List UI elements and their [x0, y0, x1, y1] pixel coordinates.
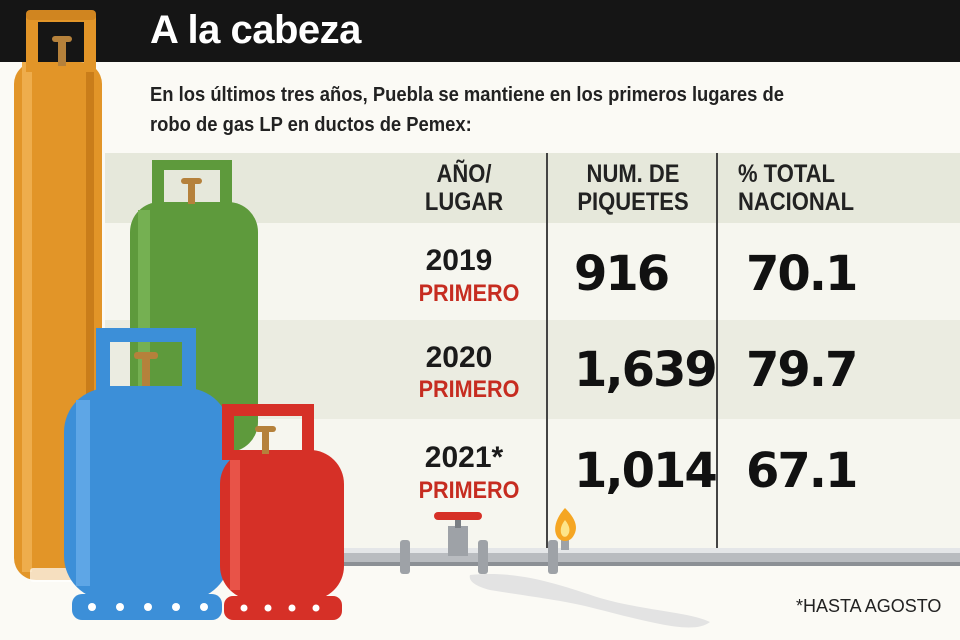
header-piquetes: NUM. DE PIQUETES: [577, 160, 689, 216]
header-bar: [0, 0, 960, 62]
row-1-piquetes: 916: [574, 246, 670, 302]
row-2-year: 2020: [425, 341, 493, 374]
footnote: *HASTA AGOSTO: [796, 596, 942, 616]
valve-icon: [434, 512, 482, 556]
row-1-year: 2019: [425, 244, 493, 277]
gas-tank-red-icon: [220, 404, 344, 620]
header-year-rank: AÑO/ LUGAR: [424, 160, 504, 216]
mexico-map-icon: [469, 574, 710, 628]
column-divider-2: [716, 153, 718, 550]
row-1-pct: 70.1: [746, 246, 858, 302]
row-2-piquetes: 1,639: [574, 342, 718, 398]
row-1-rank: PRIMERO: [418, 280, 520, 307]
orange-tank-top: [26, 10, 96, 72]
row-3-pct: 67.1: [746, 443, 858, 499]
row-3-rank: PRIMERO: [418, 477, 520, 504]
row-3-piquetes: 1,014: [574, 443, 718, 499]
row-3-year: 2021*: [424, 441, 504, 474]
page-title: A la cabeza: [150, 8, 361, 52]
gas-tank-blue-icon: [64, 328, 230, 620]
column-divider-1: [546, 153, 548, 550]
row-2-pct: 79.7: [746, 342, 858, 398]
subtitle: En los últimos tres años, Puebla se mant…: [150, 84, 784, 136]
row-2-rank: PRIMERO: [418, 376, 520, 403]
header-pct: % TOTAL NACIONAL: [738, 160, 855, 216]
pipeline-icon: [340, 540, 960, 574]
flame-icon: [555, 508, 576, 550]
